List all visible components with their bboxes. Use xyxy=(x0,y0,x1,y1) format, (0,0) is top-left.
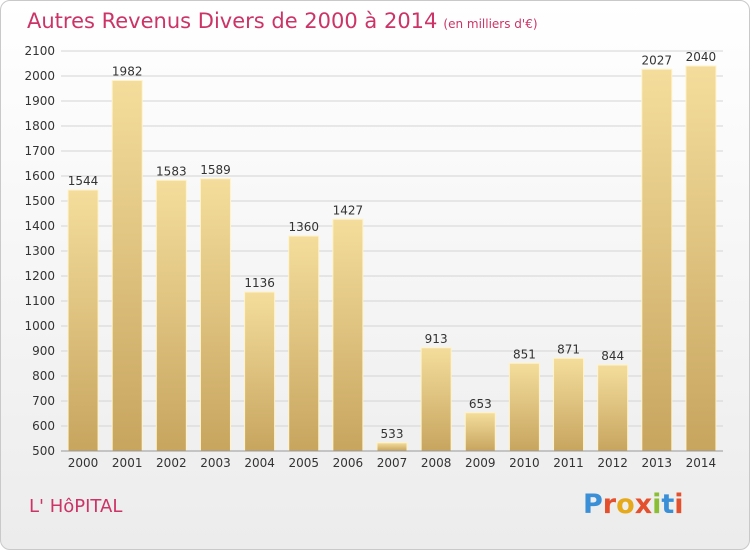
bar-2006 xyxy=(332,218,364,452)
x-tick-label: 2009 xyxy=(465,456,496,470)
y-tick-label: 1800 xyxy=(24,119,55,133)
bars xyxy=(67,65,717,452)
x-axis-ticks: 2000 2001 2002 2003 2004 2005 2006 2007 2008 2009… xyxy=(68,456,716,470)
bar-2013 xyxy=(641,68,673,452)
bar-2001 xyxy=(111,80,143,452)
bar-2003 xyxy=(199,178,231,452)
data-label-2003: 1589 xyxy=(200,163,231,177)
data-label-2011: 871 xyxy=(557,342,580,356)
bar-2010 xyxy=(508,362,540,452)
y-tick-label: 1300 xyxy=(24,244,55,258)
data-label-2013: 2027 xyxy=(642,53,673,67)
x-tick-label: 2003 xyxy=(200,456,231,470)
y-tick-label: 1400 xyxy=(24,219,55,233)
data-label-2004: 1136 xyxy=(244,276,275,290)
data-label-2012: 844 xyxy=(601,349,624,363)
x-tick-label: 2013 xyxy=(642,456,673,470)
y-tick-label: 1900 xyxy=(24,94,55,108)
bar-2005 xyxy=(288,235,320,452)
data-label-2002: 1583 xyxy=(156,164,187,178)
y-tick-label: 2100 xyxy=(24,44,55,58)
y-tick-label: 600 xyxy=(32,419,55,433)
data-label-2008: 913 xyxy=(425,332,448,346)
bar-2014 xyxy=(685,65,717,452)
x-tick-label: 2012 xyxy=(597,456,628,470)
data-label-2000: 1544 xyxy=(68,174,99,188)
data-label-2009: 653 xyxy=(469,397,492,411)
chart-title-text: Autres Revenus Divers de 2000 à 2014 xyxy=(27,9,438,33)
logo-letter: t xyxy=(661,489,675,520)
logo-letter: r xyxy=(602,489,617,520)
x-tick-label: 2014 xyxy=(686,456,717,470)
x-tick-label: 2006 xyxy=(333,456,364,470)
data-label-2006: 1427 xyxy=(333,203,364,217)
y-tick-label: 700 xyxy=(32,394,55,408)
bar-2009 xyxy=(464,412,496,452)
bar-2011 xyxy=(553,357,585,452)
data-label-2007: 533 xyxy=(381,427,404,441)
y-tick-label: 800 xyxy=(32,369,55,383)
logo-letter: o xyxy=(616,489,635,520)
chart-subtitle: (en milliers d'€) xyxy=(443,17,538,31)
x-tick-label: 2002 xyxy=(156,456,187,470)
x-tick-label: 2004 xyxy=(244,456,275,470)
x-tick-label: 2007 xyxy=(377,456,408,470)
y-axis-ticks: 500 600 700 800 900 1000 1100 1200 1300 1400 1500 1… xyxy=(24,44,55,458)
data-label-2005: 1360 xyxy=(288,220,319,234)
y-tick-label: 1700 xyxy=(24,144,55,158)
data-label-2001: 1982 xyxy=(112,65,143,79)
y-tick-label: 1600 xyxy=(24,169,55,183)
bar-2007 xyxy=(376,442,408,452)
x-tick-label: 2011 xyxy=(553,456,584,470)
chart-title: Autres Revenus Divers de 2000 à 2014 (en … xyxy=(27,9,538,33)
logo-letter: i xyxy=(652,489,662,520)
y-tick-label: 1500 xyxy=(24,194,55,208)
proxiti-logo: Proxiti xyxy=(583,489,684,520)
y-tick-label: 500 xyxy=(32,444,55,458)
bar-2012 xyxy=(597,364,629,452)
x-tick-label: 2001 xyxy=(112,456,143,470)
logo-letter: P xyxy=(583,489,603,520)
y-tick-label: 1100 xyxy=(24,294,55,308)
y-tick-label: 900 xyxy=(32,344,55,358)
data-labels: 1544 1982 1583 1589 1136 1360 1427 533 913 653 851… xyxy=(68,50,716,441)
x-tick-label: 2008 xyxy=(421,456,452,470)
bar-2008 xyxy=(420,347,452,452)
x-tick-label: 2005 xyxy=(288,456,319,470)
bar-2004 xyxy=(244,291,276,452)
y-tick-label: 2000 xyxy=(24,69,55,83)
logo-letter: x xyxy=(634,489,653,520)
commune-name: L' HôPITAL xyxy=(29,496,123,517)
logo-letter: i xyxy=(674,489,684,520)
x-tick-label: 2010 xyxy=(509,456,540,470)
y-tick-label: 1200 xyxy=(24,269,55,283)
y-tick-label: 1000 xyxy=(24,319,55,333)
data-label-2010: 851 xyxy=(513,347,536,361)
bar-2000 xyxy=(67,189,99,452)
x-tick-label: 2000 xyxy=(68,456,99,470)
data-label-2014: 2040 xyxy=(686,50,717,64)
bar-2002 xyxy=(155,179,187,452)
